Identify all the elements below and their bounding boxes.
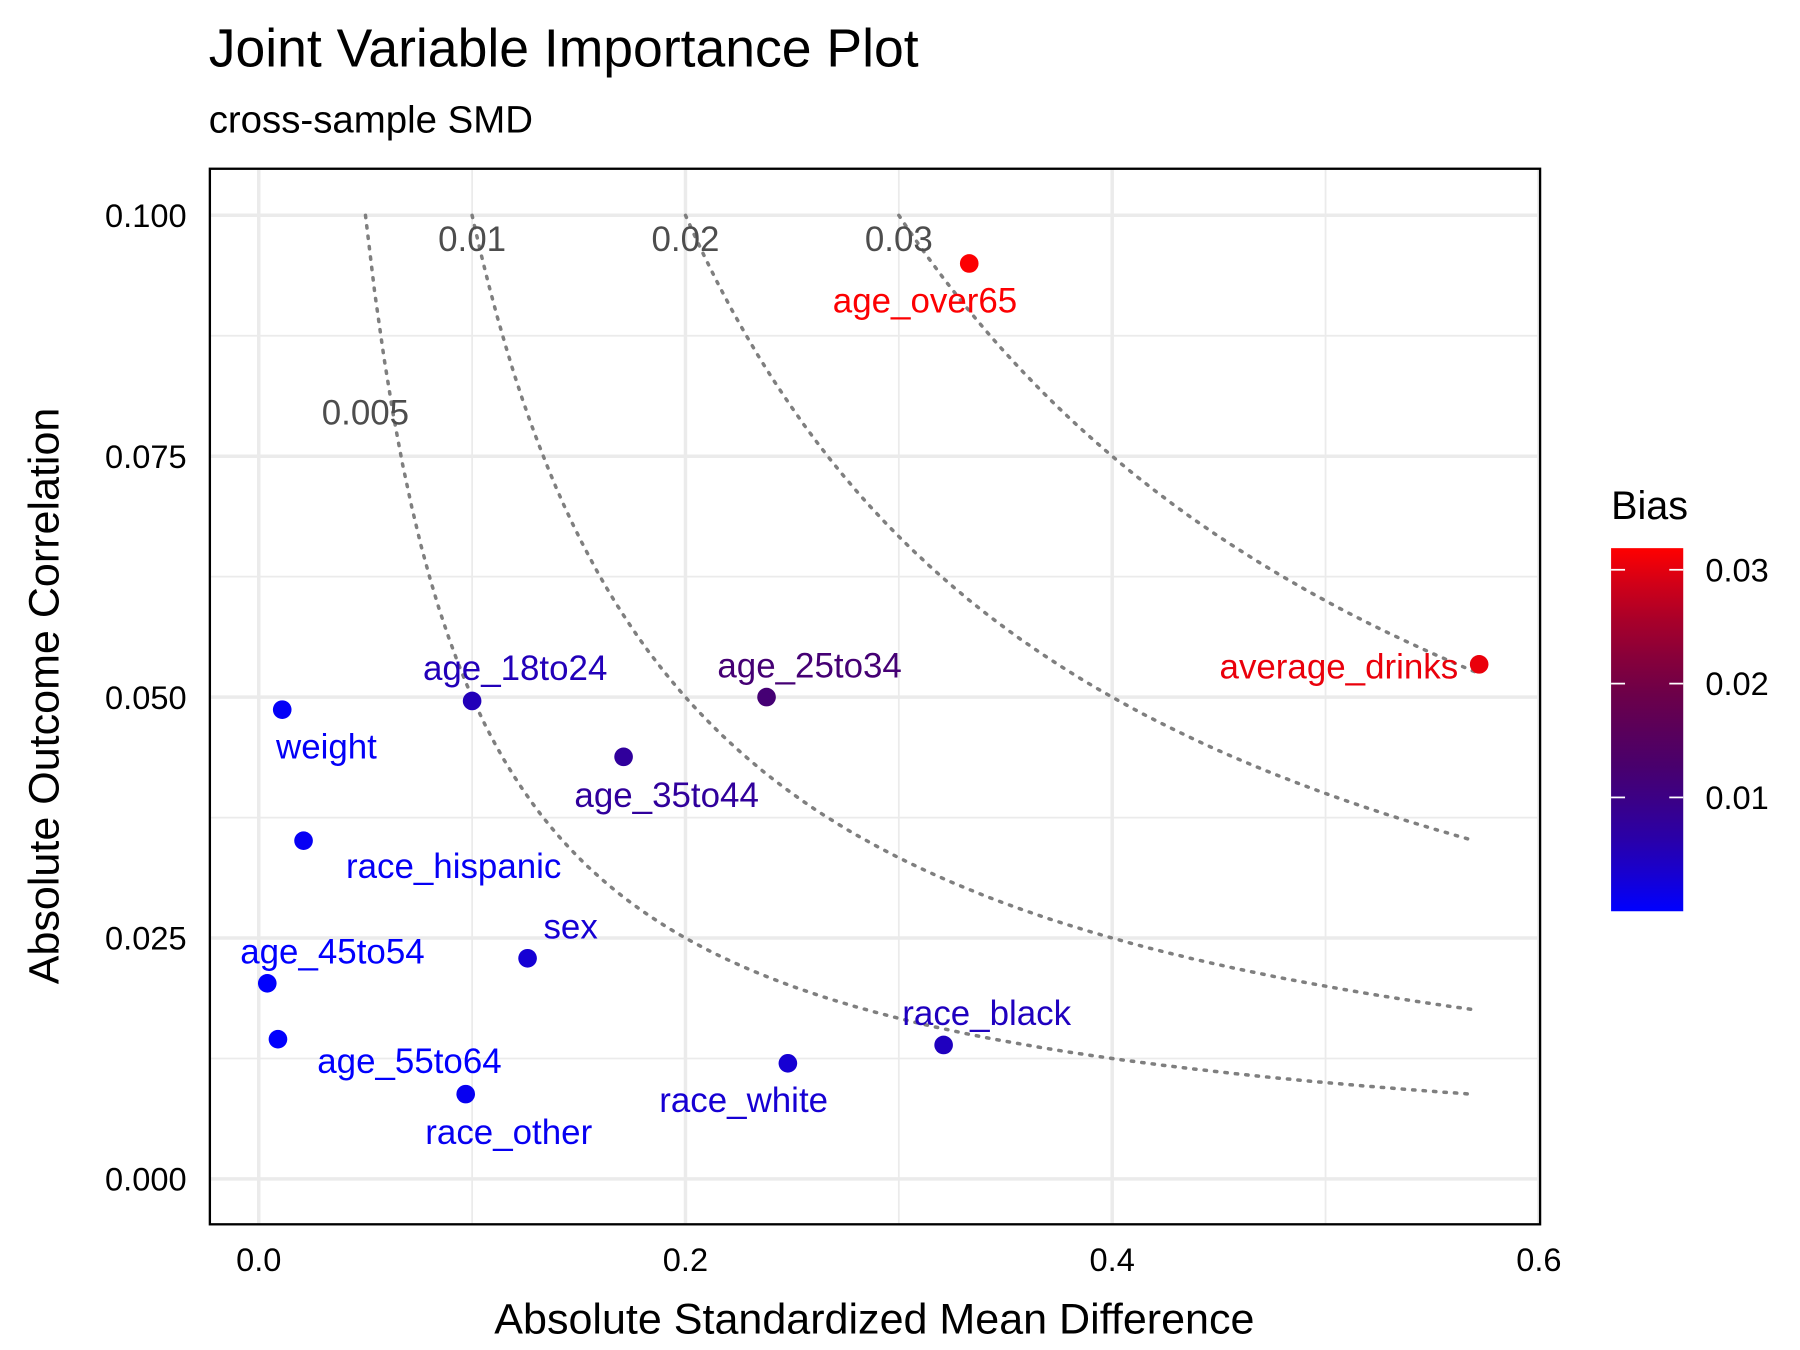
contour-label: 0.02 xyxy=(651,220,719,259)
legend-title: Bias xyxy=(1611,484,1688,528)
point-label: sex xyxy=(543,907,598,946)
point-label: age_18to24 xyxy=(423,649,607,688)
chart-title: Joint Variable Importance Plot xyxy=(209,19,919,78)
y-tick-label: 0.075 xyxy=(105,439,187,475)
x-tick-label: 0.2 xyxy=(663,1242,708,1278)
contour-label: 0.03 xyxy=(865,220,933,259)
contour-line xyxy=(897,213,1477,674)
data-point xyxy=(294,831,313,851)
point-label: age_25to34 xyxy=(717,646,901,685)
x-tick-label: 0.4 xyxy=(1090,1242,1135,1278)
data-point xyxy=(778,1053,798,1073)
color-legend: Bias 0.01 0.02 0.03 xyxy=(1611,484,1769,912)
legend-tick-label: 0.03 xyxy=(1705,552,1768,588)
data-point xyxy=(757,687,776,707)
y-tick-label: 0.100 xyxy=(105,198,187,234)
y-tick-label: 0.050 xyxy=(105,680,187,716)
data-point xyxy=(1469,655,1489,674)
point-label: age_35to44 xyxy=(574,776,758,815)
data-point xyxy=(518,948,537,968)
data-point xyxy=(934,1035,953,1055)
point-label: age_45to54 xyxy=(240,933,424,972)
y-tick-label: 0.000 xyxy=(105,1162,187,1198)
data-point xyxy=(959,254,979,273)
panel-border xyxy=(208,167,1542,1226)
legend-tick-label: 0.02 xyxy=(1705,666,1768,702)
data-points: age_over65 average_drinks age_18to24 age_25… xyxy=(240,254,1489,1152)
x-tick-label: 0.6 xyxy=(1516,1242,1561,1278)
legend-colorbar xyxy=(1611,548,1684,912)
contour-lines: 0.005 0.01 0.02 0.03 xyxy=(322,213,1477,1097)
point-label: race_black xyxy=(902,994,1071,1033)
x-tick-label: 0.0 xyxy=(236,1242,281,1278)
contour-line xyxy=(363,213,1477,1097)
point-label: age_55to64 xyxy=(317,1042,501,1081)
point-label: age_over65 xyxy=(833,281,1017,320)
point-label: weight xyxy=(275,728,377,767)
axis-ticks: 0.0 0.2 0.4 0.6 0.000 0.025 0.050 0.075 0.100 xyxy=(105,198,1561,1278)
point-label: race_hispanic xyxy=(346,847,561,886)
data-point xyxy=(272,700,292,719)
data-point xyxy=(456,1084,476,1104)
y-axis-label: Absolute Outcome Correlation xyxy=(21,408,69,985)
x-axis-label: Absolute Standardized Mean Difference xyxy=(494,1296,1254,1344)
contour-line xyxy=(683,213,1477,843)
chart-subtitle: cross-sample SMD xyxy=(209,99,533,142)
data-point xyxy=(257,973,277,993)
grid xyxy=(211,169,1541,1224)
data-point xyxy=(614,747,633,767)
contour-line xyxy=(470,213,1477,1012)
legend-tick-label: 0.01 xyxy=(1705,780,1768,816)
contour-label: 0.01 xyxy=(438,220,506,259)
contour-label: 0.005 xyxy=(322,393,409,432)
point-label: race_white xyxy=(659,1081,828,1120)
data-point xyxy=(462,691,482,711)
data-point xyxy=(268,1029,288,1049)
point-label: average_drinks xyxy=(1220,647,1459,686)
y-tick-label: 0.025 xyxy=(105,921,187,957)
point-label: race_other xyxy=(425,1113,592,1152)
